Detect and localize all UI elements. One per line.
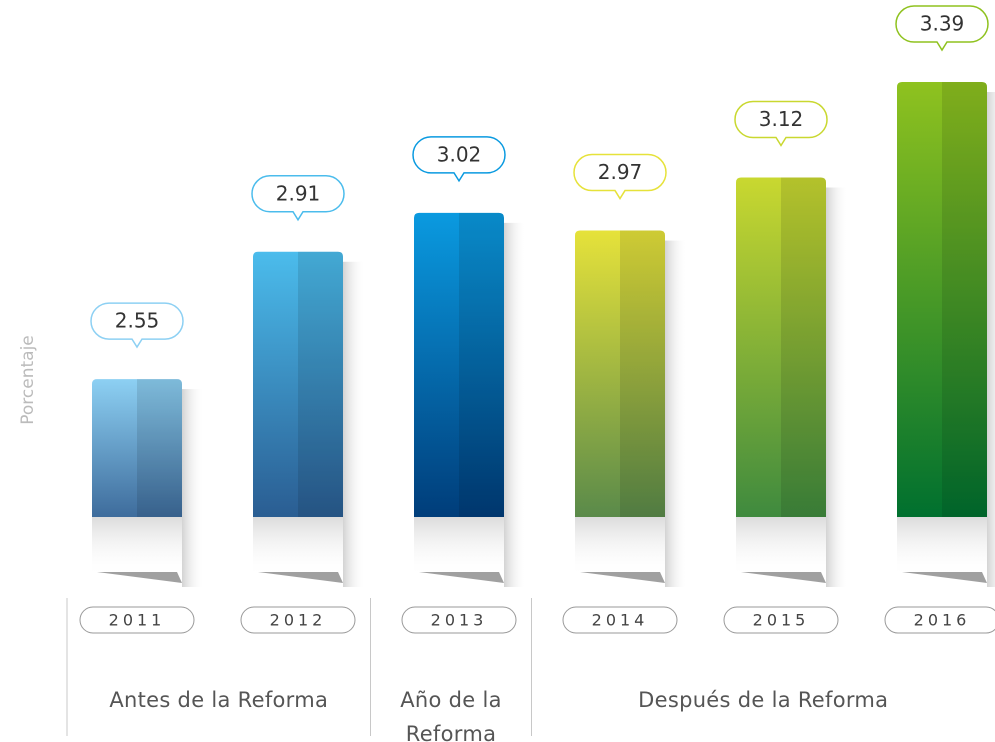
bar-shade: [298, 251, 343, 517]
bar: [253, 251, 343, 517]
bar-shadow: [92, 517, 182, 577]
x-tick-box: [79, 606, 195, 634]
bar-shadow: [414, 517, 504, 577]
bar-shadow-tip: [419, 572, 504, 583]
value-label: 3.12: [759, 107, 804, 131]
bar-shadow: [897, 517, 987, 577]
x-tick-label: 2014: [592, 611, 649, 630]
x-tick-box: [240, 606, 356, 634]
bar-shadow: [343, 261, 365, 587]
value-callout: [895, 5, 989, 52]
x-tick-box: [562, 606, 678, 634]
x-tick-label: 2013: [431, 611, 488, 630]
bar-shadow: [575, 517, 665, 577]
value-label: 2.97: [598, 160, 643, 184]
bar: [736, 177, 826, 518]
value-label: 2.55: [115, 309, 160, 333]
bar-shadow: [665, 240, 687, 587]
y-axis-label: Porcentaje: [18, 335, 38, 425]
bar-shade: [137, 379, 182, 517]
x-tick-label: 2016: [914, 611, 971, 630]
bar: [92, 379, 182, 517]
x-tick-label: 2011: [109, 611, 166, 630]
value-callout: [412, 136, 506, 183]
value-callout: [251, 175, 345, 222]
bar-shadow: [736, 517, 826, 577]
bar-shadow: [826, 187, 848, 588]
bar-shade: [942, 82, 987, 518]
value-callout: [734, 100, 828, 147]
bar-shadow-tip: [258, 572, 343, 583]
bar-shadow-tip: [97, 572, 182, 583]
group-label: Después de la Reforma: [638, 688, 889, 712]
bar: [414, 212, 504, 517]
bar-shadow-tip: [741, 572, 826, 583]
x-tick-label: 2012: [270, 611, 327, 630]
bar-shade: [781, 177, 826, 518]
value-callout: [90, 302, 184, 349]
bar-shadow: [987, 92, 995, 588]
bar: [575, 230, 665, 517]
group-label: Antes de la Reforma: [109, 688, 329, 712]
bar: [897, 82, 987, 518]
x-tick-box: [723, 606, 839, 634]
bar-shadow-tip: [580, 572, 665, 583]
bar-shadow: [504, 222, 526, 587]
value-label: 3.02: [437, 142, 482, 166]
x-tick-label: 2015: [753, 611, 810, 630]
value-label: 3.39: [920, 12, 965, 36]
bar-shade: [620, 230, 665, 517]
x-tick-box: [401, 606, 517, 634]
group-label: Año de la Reforma: [400, 688, 502, 742]
bar-shade: [459, 212, 504, 517]
x-tick-box: [884, 606, 995, 634]
value-callout: [573, 153, 667, 200]
value-label: 2.91: [276, 181, 321, 205]
bar-shadow: [182, 389, 204, 587]
bar-shadow-tip: [902, 572, 987, 583]
bar-shadow: [253, 517, 343, 577]
